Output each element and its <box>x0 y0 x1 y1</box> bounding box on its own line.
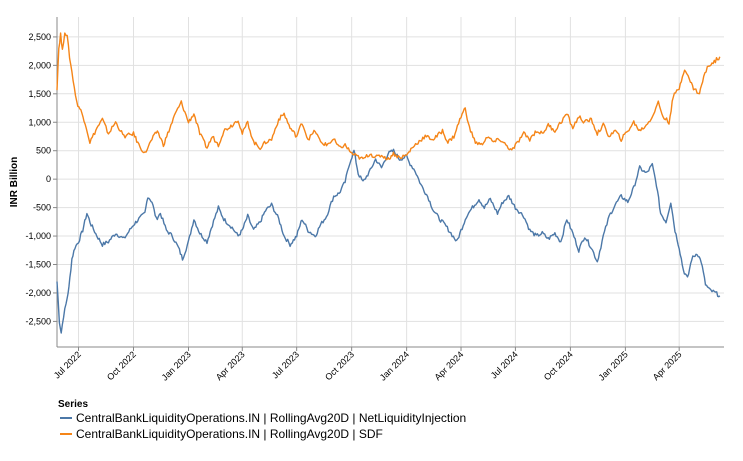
y-tick-label: -2,000 <box>25 288 51 298</box>
y-tick-label: 1,000 <box>28 117 51 127</box>
y-tick-label: -500 <box>33 203 51 213</box>
legend: Series CentralBankLiquidityOperations.IN… <box>58 399 466 441</box>
y-tick-label: -2,500 <box>25 316 51 326</box>
x-tick-label: Oct 2023 <box>323 349 356 382</box>
y-tick-label: -1,000 <box>25 231 51 241</box>
series-lines <box>56 32 721 334</box>
legend-title: Series <box>58 399 88 410</box>
x-tick-label: Apr 2024 <box>433 349 466 382</box>
y-tick-label: 1,500 <box>28 89 51 99</box>
y-tick-label: 2,500 <box>28 32 51 42</box>
series-line-2 <box>56 32 721 161</box>
y-tick-label: -1,500 <box>25 260 51 270</box>
y-tick-label: 2,000 <box>28 60 51 70</box>
legend-label: CentralBankLiquidityOperations.IN | Roll… <box>76 427 383 441</box>
x-tick-label: Jan 2023 <box>160 349 193 382</box>
x-tick-label: Oct 2022 <box>105 349 138 382</box>
x-tick-label: Jan 2024 <box>378 349 411 382</box>
x-tick-label: Oct 2024 <box>542 349 575 382</box>
x-tick-label: Apr 2023 <box>214 349 247 382</box>
y-axis-title: INR Billion <box>9 157 20 208</box>
legend-label: CentralBankLiquidityOperations.IN | Roll… <box>76 411 466 425</box>
x-tick-label: Apr 2025 <box>651 349 684 382</box>
x-tick-label: Jan 2025 <box>597 349 630 382</box>
x-tick-label: Jul 2022 <box>52 349 83 380</box>
y-tick-label: 0 <box>46 174 51 184</box>
grid <box>57 17 724 347</box>
x-tick-label: Jul 2024 <box>489 349 520 380</box>
axes: 2,500 2,000 1,500 1,000 500 0 -500 -1,000 -1,500… <box>25 17 724 383</box>
y-tick-label: 500 <box>36 146 51 156</box>
x-tick-label: Jul 2023 <box>270 349 301 380</box>
series-line-1 <box>56 148 721 334</box>
